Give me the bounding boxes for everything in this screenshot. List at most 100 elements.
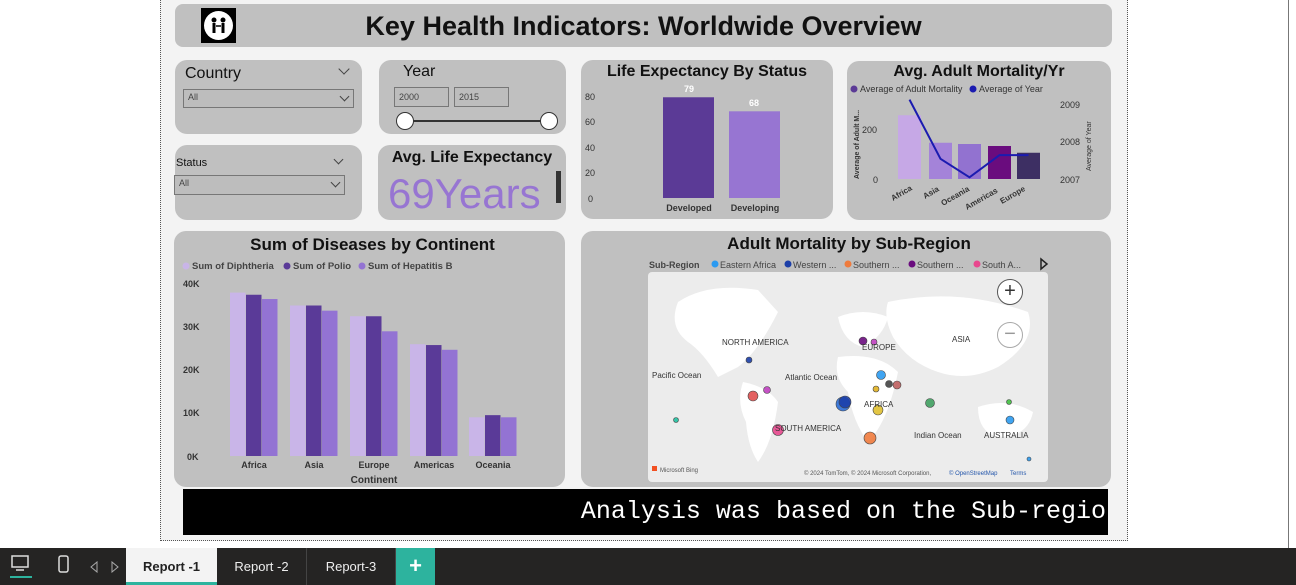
legend-marker: [844, 260, 852, 268]
bar: [410, 344, 426, 456]
bar: [382, 331, 398, 456]
y-axis-label: Average of Adult M...: [854, 110, 861, 179]
x-category-label: Asia: [304, 460, 324, 470]
microsoft-logo-icon: [652, 466, 657, 471]
x-category-label: Africa: [890, 183, 915, 202]
map-area[interactable]: NORTH AMERICA EUROPE ASIA Pacific Ocean …: [648, 272, 1048, 482]
year-slider-end-handle[interactable]: [540, 112, 558, 130]
map-label: AFRICA: [864, 400, 894, 409]
year-slicer: Year 2000 2015: [379, 60, 566, 134]
status-dropdown[interactable]: All: [174, 175, 345, 195]
kpi-title: Avg. Life Expectancy: [391, 149, 553, 166]
map-bubble: [673, 417, 679, 423]
zoom-in-button[interactable]: +: [997, 279, 1023, 305]
mobile-view-icon[interactable]: [57, 555, 71, 578]
mortality-chart-svg: Average of Adult Mortality Average of Ye…: [850, 84, 1093, 212]
legend-marker: [358, 262, 366, 270]
map-title: Adult Mortality by Sub-Region: [727, 234, 971, 253]
map-bubble: [885, 380, 893, 388]
bar: [485, 415, 501, 456]
page-title: Key Health Indicators: Worldwide Overvie…: [365, 11, 922, 41]
map-label: EUROPE: [862, 343, 896, 352]
map-bubble: [872, 385, 880, 393]
diseases-chart-title: Sum of Diseases by Continent: [250, 235, 495, 254]
map-bubble: [772, 424, 784, 436]
y-tick: 40: [585, 143, 595, 153]
map-bubble: [892, 380, 902, 390]
legend-item: Southern ...: [853, 260, 900, 270]
kpi-scrollbar[interactable]: [556, 171, 561, 203]
year-from-input[interactable]: 2000: [394, 87, 449, 107]
year-slider-track[interactable]: [405, 120, 549, 122]
map-terms-link: Terms: [1010, 471, 1026, 477]
y2-tick: 2007: [1060, 175, 1080, 185]
bar: [442, 349, 458, 456]
scrollbar[interactable]: [1288, 0, 1296, 548]
map-label: Indian Ocean: [914, 431, 962, 440]
life-chart-title: Life Expectancy By Status: [606, 63, 808, 80]
y-tick: 0K: [187, 452, 199, 462]
legend-item: Western ...: [793, 260, 836, 270]
life-chart-svg: 80 60 40 20 0 79 68 Developed Developing: [585, 84, 780, 213]
legend-marker: [182, 262, 190, 270]
y-tick: 20K: [183, 365, 200, 375]
x-axis-label: Continent: [351, 475, 398, 486]
legend-marker: [283, 262, 291, 270]
chevron-down-icon[interactable]: [338, 63, 350, 75]
legend-title: Sub-Region: [649, 260, 700, 270]
map-label: NORTH AMERICA: [722, 338, 789, 347]
bar: [246, 294, 262, 456]
north-america-shape: [674, 287, 778, 377]
bar: [262, 299, 278, 456]
diseases-chart-svg: Sum of Diphtheria Sum of Polio Sum of He…: [182, 261, 517, 486]
tab-report-1[interactable]: Report -1: [126, 548, 217, 585]
scrolling-ticker: Analysis was based on the Sub-regio: [183, 489, 1108, 535]
map-bubble: [763, 386, 771, 394]
desktop-view-icon[interactable]: [10, 554, 32, 578]
x-category-label: Americas: [414, 460, 455, 470]
legend-marker: [784, 260, 792, 268]
status-label: Status: [176, 157, 208, 169]
y-tick: 0: [588, 194, 593, 204]
bar: [898, 115, 921, 179]
legend-item: Eastern Africa: [720, 260, 776, 270]
legend-marker: [908, 260, 916, 268]
chevron-down-icon: [330, 177, 341, 188]
bar-value-label: 68: [749, 98, 759, 108]
tab-report-3[interactable]: Report-3: [307, 548, 396, 585]
bar: [306, 305, 322, 456]
map-bubble: [1026, 456, 1032, 462]
zoom-out-button[interactable]: −: [997, 322, 1023, 348]
y-tick: 80: [585, 92, 595, 102]
bar: [290, 305, 306, 456]
add-page-button[interactable]: +: [396, 548, 435, 585]
y2-tick: 2009: [1060, 100, 1080, 110]
x-category-label: Europe: [999, 184, 1028, 206]
y-tick: 200: [862, 125, 877, 135]
bar: [366, 316, 382, 456]
map-bubble: [745, 356, 753, 364]
country-dropdown[interactable]: All: [183, 89, 354, 108]
map-brand: Microsoft Bing: [660, 468, 698, 474]
y-tick: 40K: [183, 279, 200, 289]
legend-marker: [850, 85, 858, 93]
legend-item: Sum of Diphtheria: [192, 261, 275, 272]
map-bubble: [838, 395, 852, 409]
map-label: AUSTRALIA: [984, 431, 1029, 440]
previous-page-icon[interactable]: [89, 560, 99, 578]
bar: [1017, 152, 1040, 179]
bar: [469, 417, 485, 456]
legend-item: South A...: [982, 260, 1021, 270]
map-osm-link: © OpenStreetMap: [949, 470, 998, 477]
average-year-line: [908, 99, 1029, 179]
next-page-icon[interactable]: [110, 560, 120, 578]
map-bubble: [747, 390, 759, 402]
chevron-down-icon[interactable]: [333, 154, 344, 165]
tab-report-2[interactable]: Report -2: [217, 548, 307, 585]
adult-mortality-chart-card: Avg. Adult Mortality/Yr Average of Adult…: [847, 61, 1111, 220]
year-slider-start-handle[interactable]: [396, 112, 414, 130]
map-label: ASIA: [952, 335, 971, 344]
year-to-input[interactable]: 2015: [454, 87, 509, 107]
legend-item: Southern ...: [917, 260, 964, 270]
legend-marker: [969, 85, 977, 93]
